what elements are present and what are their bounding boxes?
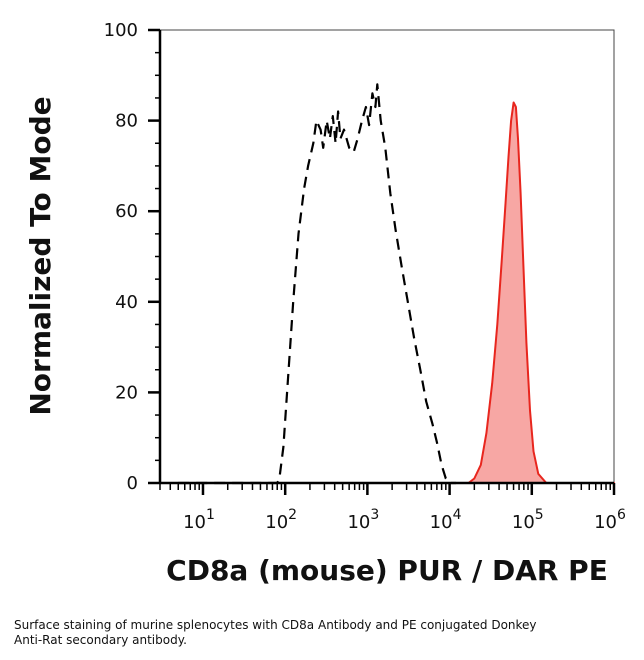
y-axis-label: Normalized To Mode xyxy=(24,96,57,415)
x-axis-label: CD8a (mouse) PUR / DAR PE xyxy=(166,554,608,587)
series-0-dashed-curve xyxy=(178,83,457,485)
histogram-chart: 0 20 40 60 80 100 101 102 103 104 105 106 Normalize… xyxy=(24,20,626,587)
caption-line-1: Surface staining of murine splenocytes w… xyxy=(14,618,537,632)
x-tick-label: 103 xyxy=(347,507,379,533)
x-tick-label: 102 xyxy=(265,507,297,533)
y-tick-label: 20 xyxy=(115,382,138,403)
y-tick-label: 100 xyxy=(104,20,138,41)
x-tick-label: 101 xyxy=(183,507,215,533)
y-tick-label: 40 xyxy=(115,292,138,313)
series-1-filled-curve xyxy=(159,101,615,484)
y-tick-label: 0 xyxy=(127,473,138,494)
x-tick-label: 104 xyxy=(430,507,462,533)
x-tick-label: 105 xyxy=(512,507,544,533)
plot-frame xyxy=(160,29,615,483)
x-tick-label: 106 xyxy=(594,507,626,533)
figure-caption: Surface staining of murine splenocytes w… xyxy=(14,618,614,648)
y-tick-label: 80 xyxy=(115,111,138,132)
caption-line-2: Anti-Rat secondary antibody. xyxy=(14,633,187,647)
y-tick-label: 60 xyxy=(115,201,138,222)
